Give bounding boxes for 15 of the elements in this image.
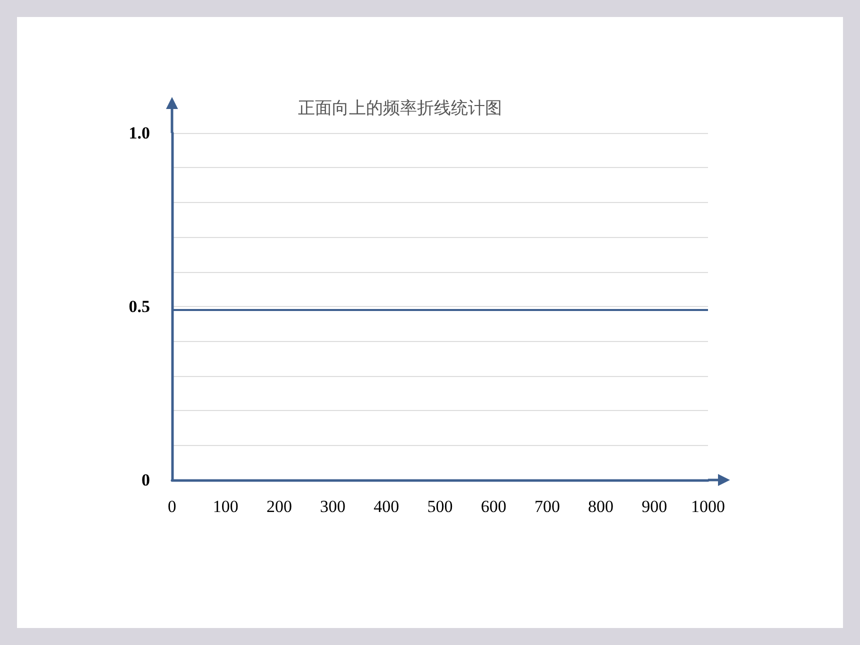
x-tick-label: 100 (212, 497, 238, 516)
x-tick-label: 500 (427, 497, 453, 516)
y-tick-label: 0 (142, 470, 150, 490)
x-tick-label: 1000 (691, 497, 725, 516)
x-tick-label: 800 (588, 497, 614, 516)
x-tick-label: 700 (534, 497, 560, 516)
chart-title: 正面向上的频率折线统计图 (298, 98, 502, 118)
y-tick-label: 0.5 (128, 297, 150, 316)
x-tick-label: 200 (266, 497, 292, 516)
x-tick-label: 400 (374, 497, 400, 516)
x-tick-label: 600 (480, 497, 506, 516)
x-tick-label: 0 (168, 497, 176, 516)
x-tick-label: 900 (642, 497, 668, 516)
y-tick-label: 1.0 (128, 124, 150, 142)
x-tick-label: 300 (320, 497, 346, 516)
